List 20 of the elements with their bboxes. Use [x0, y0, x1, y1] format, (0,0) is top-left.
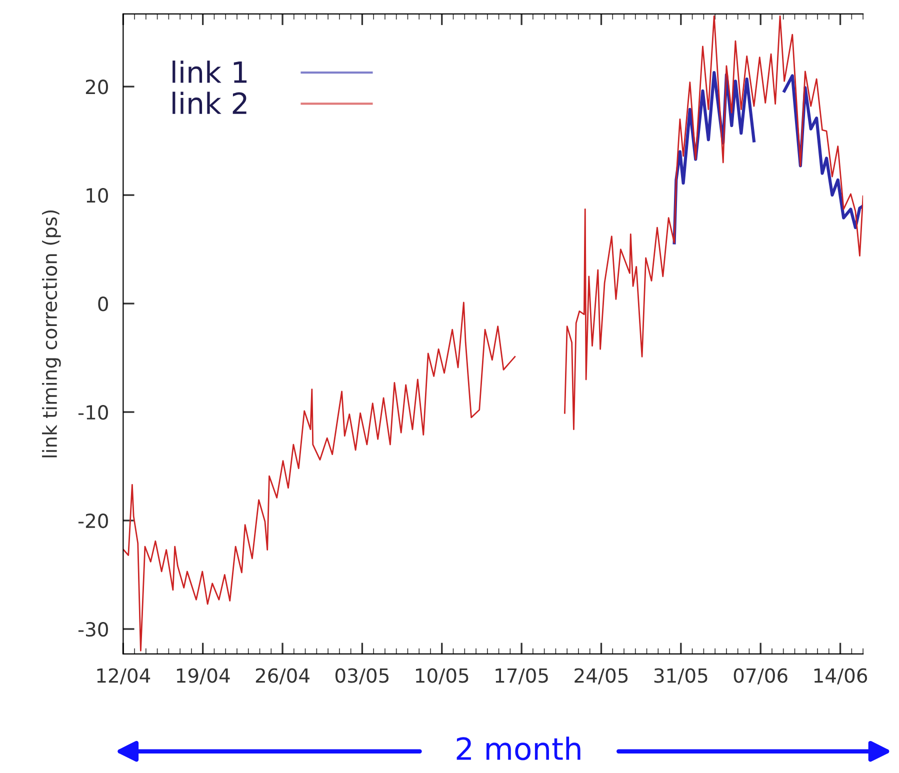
- text: 2 month: [456, 736, 580, 760]
- y-tick-label: -10: [78, 405, 108, 420]
- y-tick-label: 10: [86, 188, 108, 203]
- legend-label: link 1: [172, 60, 247, 83]
- x-tick-label: 17/05: [496, 668, 548, 684]
- y-tick-label: -20: [78, 513, 108, 528]
- x-tick-label: 24/05: [574, 668, 628, 684]
- x-tick-label: 19/04: [176, 668, 230, 684]
- x-tick-label: 31/05: [654, 668, 708, 684]
- x-tick-label: 07/06: [734, 668, 788, 684]
- x-tick-label: 12/04: [97, 668, 150, 684]
- x-tick-label: 14/06: [814, 668, 868, 684]
- y-tick-label: 0: [98, 296, 108, 312]
- y-axis-title: link timing correction (ps): [42, 210, 61, 458]
- x-tick-label: 26/04: [256, 668, 310, 684]
- x-tick-label: 10/05: [416, 668, 468, 684]
- y-tick-label: -30: [78, 622, 108, 637]
- y-tick-label: 20: [86, 80, 108, 94]
- x-tick-label: 03/05: [335, 668, 389, 684]
- legend-label: link 2: [172, 92, 246, 114]
